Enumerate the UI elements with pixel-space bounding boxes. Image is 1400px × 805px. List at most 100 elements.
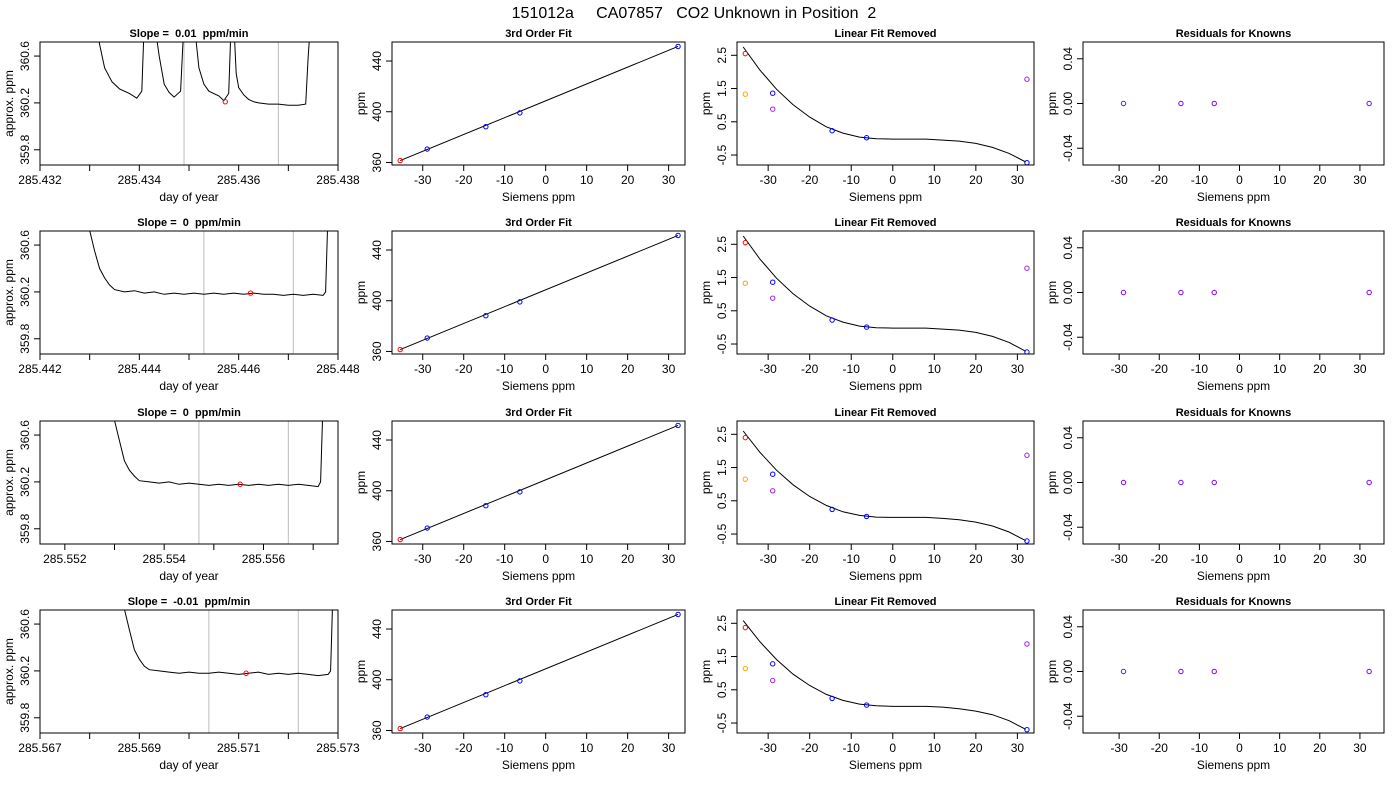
x-tick-label: 10 — [580, 362, 594, 376]
x-tick-label: 30 — [1353, 552, 1367, 566]
plot-area — [397, 611, 681, 732]
x-tick-label: -30 — [414, 552, 432, 566]
y-tick-label: 2.5 — [715, 236, 729, 253]
y-tick-label: 360 — [370, 720, 384, 740]
x-axis-label: Siemens ppm — [1197, 190, 1270, 204]
plot-area — [742, 620, 1030, 733]
x-tick-label: 285.571 — [217, 741, 261, 755]
known-point — [675, 232, 681, 239]
unknown-point — [237, 481, 243, 487]
x-tick-label: 285.434 — [118, 173, 162, 187]
x-tick-label: 0 — [1236, 362, 1243, 376]
y-axis-label: ppm — [354, 471, 368, 494]
fit-line — [400, 234, 679, 351]
x-tick-label: -20 — [801, 552, 819, 566]
panel-1-3: Residuals for Knowns -30 -20 -10 0 10 20 30 -0.0… — [1045, 217, 1385, 393]
known-point — [863, 702, 870, 708]
y-tick-label: 400 — [370, 480, 384, 500]
known-point — [517, 678, 523, 684]
x-tick-label: 0 — [889, 173, 896, 187]
trace-line — [124, 610, 333, 677]
x-tick-label: 285.554 — [142, 552, 186, 566]
y-axis-label: ppm — [1045, 281, 1059, 304]
y-tick-label: 2.5 — [715, 47, 729, 64]
panel-title: Linear Fit Removed — [834, 596, 936, 608]
trace-line — [98, 42, 310, 106]
x-tick-label: 285.432 — [18, 173, 62, 187]
panel-1-1: 3rd Order Fit -30 -20 -10 0 10 20 30 360 400 440 Si… — [354, 217, 686, 393]
x-tick-label: -30 — [1110, 362, 1128, 376]
x-tick-label: 20 — [969, 173, 983, 187]
residual-point — [1211, 479, 1217, 486]
known-point — [483, 692, 489, 698]
y-axis-label: ppm — [699, 471, 713, 494]
x-tick-label: -20 — [455, 173, 473, 187]
x-tick-label: 10 — [928, 552, 942, 566]
panel-title: 3rd Order Fit — [505, 217, 572, 229]
x-tick-label: 20 — [1313, 362, 1327, 376]
panel-0-2: Linear Fit Removed -30 -20 -10 0 10 20 30 -0.5 0.… — [699, 28, 1035, 204]
x-tick-label: 285.448 — [316, 362, 360, 376]
x-tick-label: -10 — [843, 741, 861, 755]
x-tick-label: 0 — [889, 362, 896, 376]
y-tick-label: 2.5 — [715, 426, 729, 443]
x-tick-label: 285.446 — [217, 362, 261, 376]
x-axis-label: day of year — [159, 569, 218, 583]
unknown-point — [397, 536, 403, 543]
panel-title: Residuals for Knowns — [1176, 596, 1292, 608]
y-tick-label: 1.5 — [715, 648, 729, 665]
y-tick-label: 400 — [370, 290, 384, 310]
x-tick-label: 0 — [542, 362, 549, 376]
x-tick-label: 20 — [1313, 552, 1327, 566]
residual-point — [1366, 668, 1372, 675]
panel-title: Residuals for Knowns — [1176, 28, 1292, 40]
y-tick-label: 360.6 — [18, 420, 32, 450]
x-tick-label: -30 — [759, 552, 777, 566]
x-tick-label: 285.569 — [118, 741, 162, 755]
x-tick-label: 20 — [621, 173, 635, 187]
figure-title: 151012a CA07857 CO2 Unknown in Position … — [512, 5, 877, 22]
x-tick-label: 0 — [542, 741, 549, 755]
y-axis-label: ppm — [1045, 92, 1059, 115]
y-tick-label: 360.2 — [18, 656, 32, 686]
x-tick-label: 285.573 — [316, 741, 360, 755]
x-axis-label: Siemens ppm — [849, 190, 922, 204]
x-tick-label: 30 — [662, 552, 676, 566]
x-tick-label: -30 — [759, 173, 777, 187]
residual-point — [1120, 289, 1127, 296]
x-tick-label: 30 — [1011, 173, 1025, 187]
panel-1-2: Linear Fit Removed -30 -20 -10 0 10 20 30 -0.5 0.… — [699, 217, 1035, 393]
known-point — [1024, 538, 1030, 544]
y-tick-label: 360.6 — [18, 41, 32, 71]
x-tick-label: 30 — [1011, 741, 1025, 755]
known-point — [829, 128, 835, 134]
known-point — [829, 695, 835, 702]
fit-line — [400, 45, 679, 162]
panel-2-2: Linear Fit Removed -30 -20 -10 0 10 20 30 -0.5 0.… — [699, 407, 1035, 583]
x-tick-label: -20 — [1151, 741, 1169, 755]
y-axis-label: approx. ppm — [2, 70, 16, 137]
residual-point — [1178, 479, 1184, 486]
x-tick-label: -10 — [496, 741, 514, 755]
known-point — [863, 513, 870, 520]
y-tick-label: -0.04 — [1061, 134, 1075, 162]
x-tick-label: -20 — [1151, 362, 1169, 376]
y-tick-label: 0.5 — [715, 681, 729, 698]
plot-frame — [391, 609, 686, 734]
y-tick-label: 400 — [370, 669, 384, 689]
residual-point — [1211, 289, 1217, 296]
plot-frame — [736, 420, 1035, 545]
y-tick-label: 440 — [370, 619, 384, 639]
x-axis-label: Siemens ppm — [1197, 758, 1270, 772]
fit-curve — [742, 46, 1026, 163]
y-axis-label: ppm — [354, 92, 368, 115]
panel-2-1: 3rd Order Fit -30 -20 -10 0 10 20 30 360 400 440 Si… — [354, 407, 686, 583]
panel-0-1: 3rd Order Fit -30 -20 -10 0 10 20 30 360 400 440 Si… — [354, 28, 686, 204]
removed-point — [1024, 452, 1030, 458]
x-tick-label: -10 — [496, 173, 514, 187]
plot-frame — [391, 230, 686, 355]
residual-point — [1120, 100, 1127, 107]
y-tick-label: 1.5 — [715, 80, 729, 97]
residual-point — [1366, 100, 1372, 107]
x-tick-label: 10 — [1273, 741, 1287, 755]
